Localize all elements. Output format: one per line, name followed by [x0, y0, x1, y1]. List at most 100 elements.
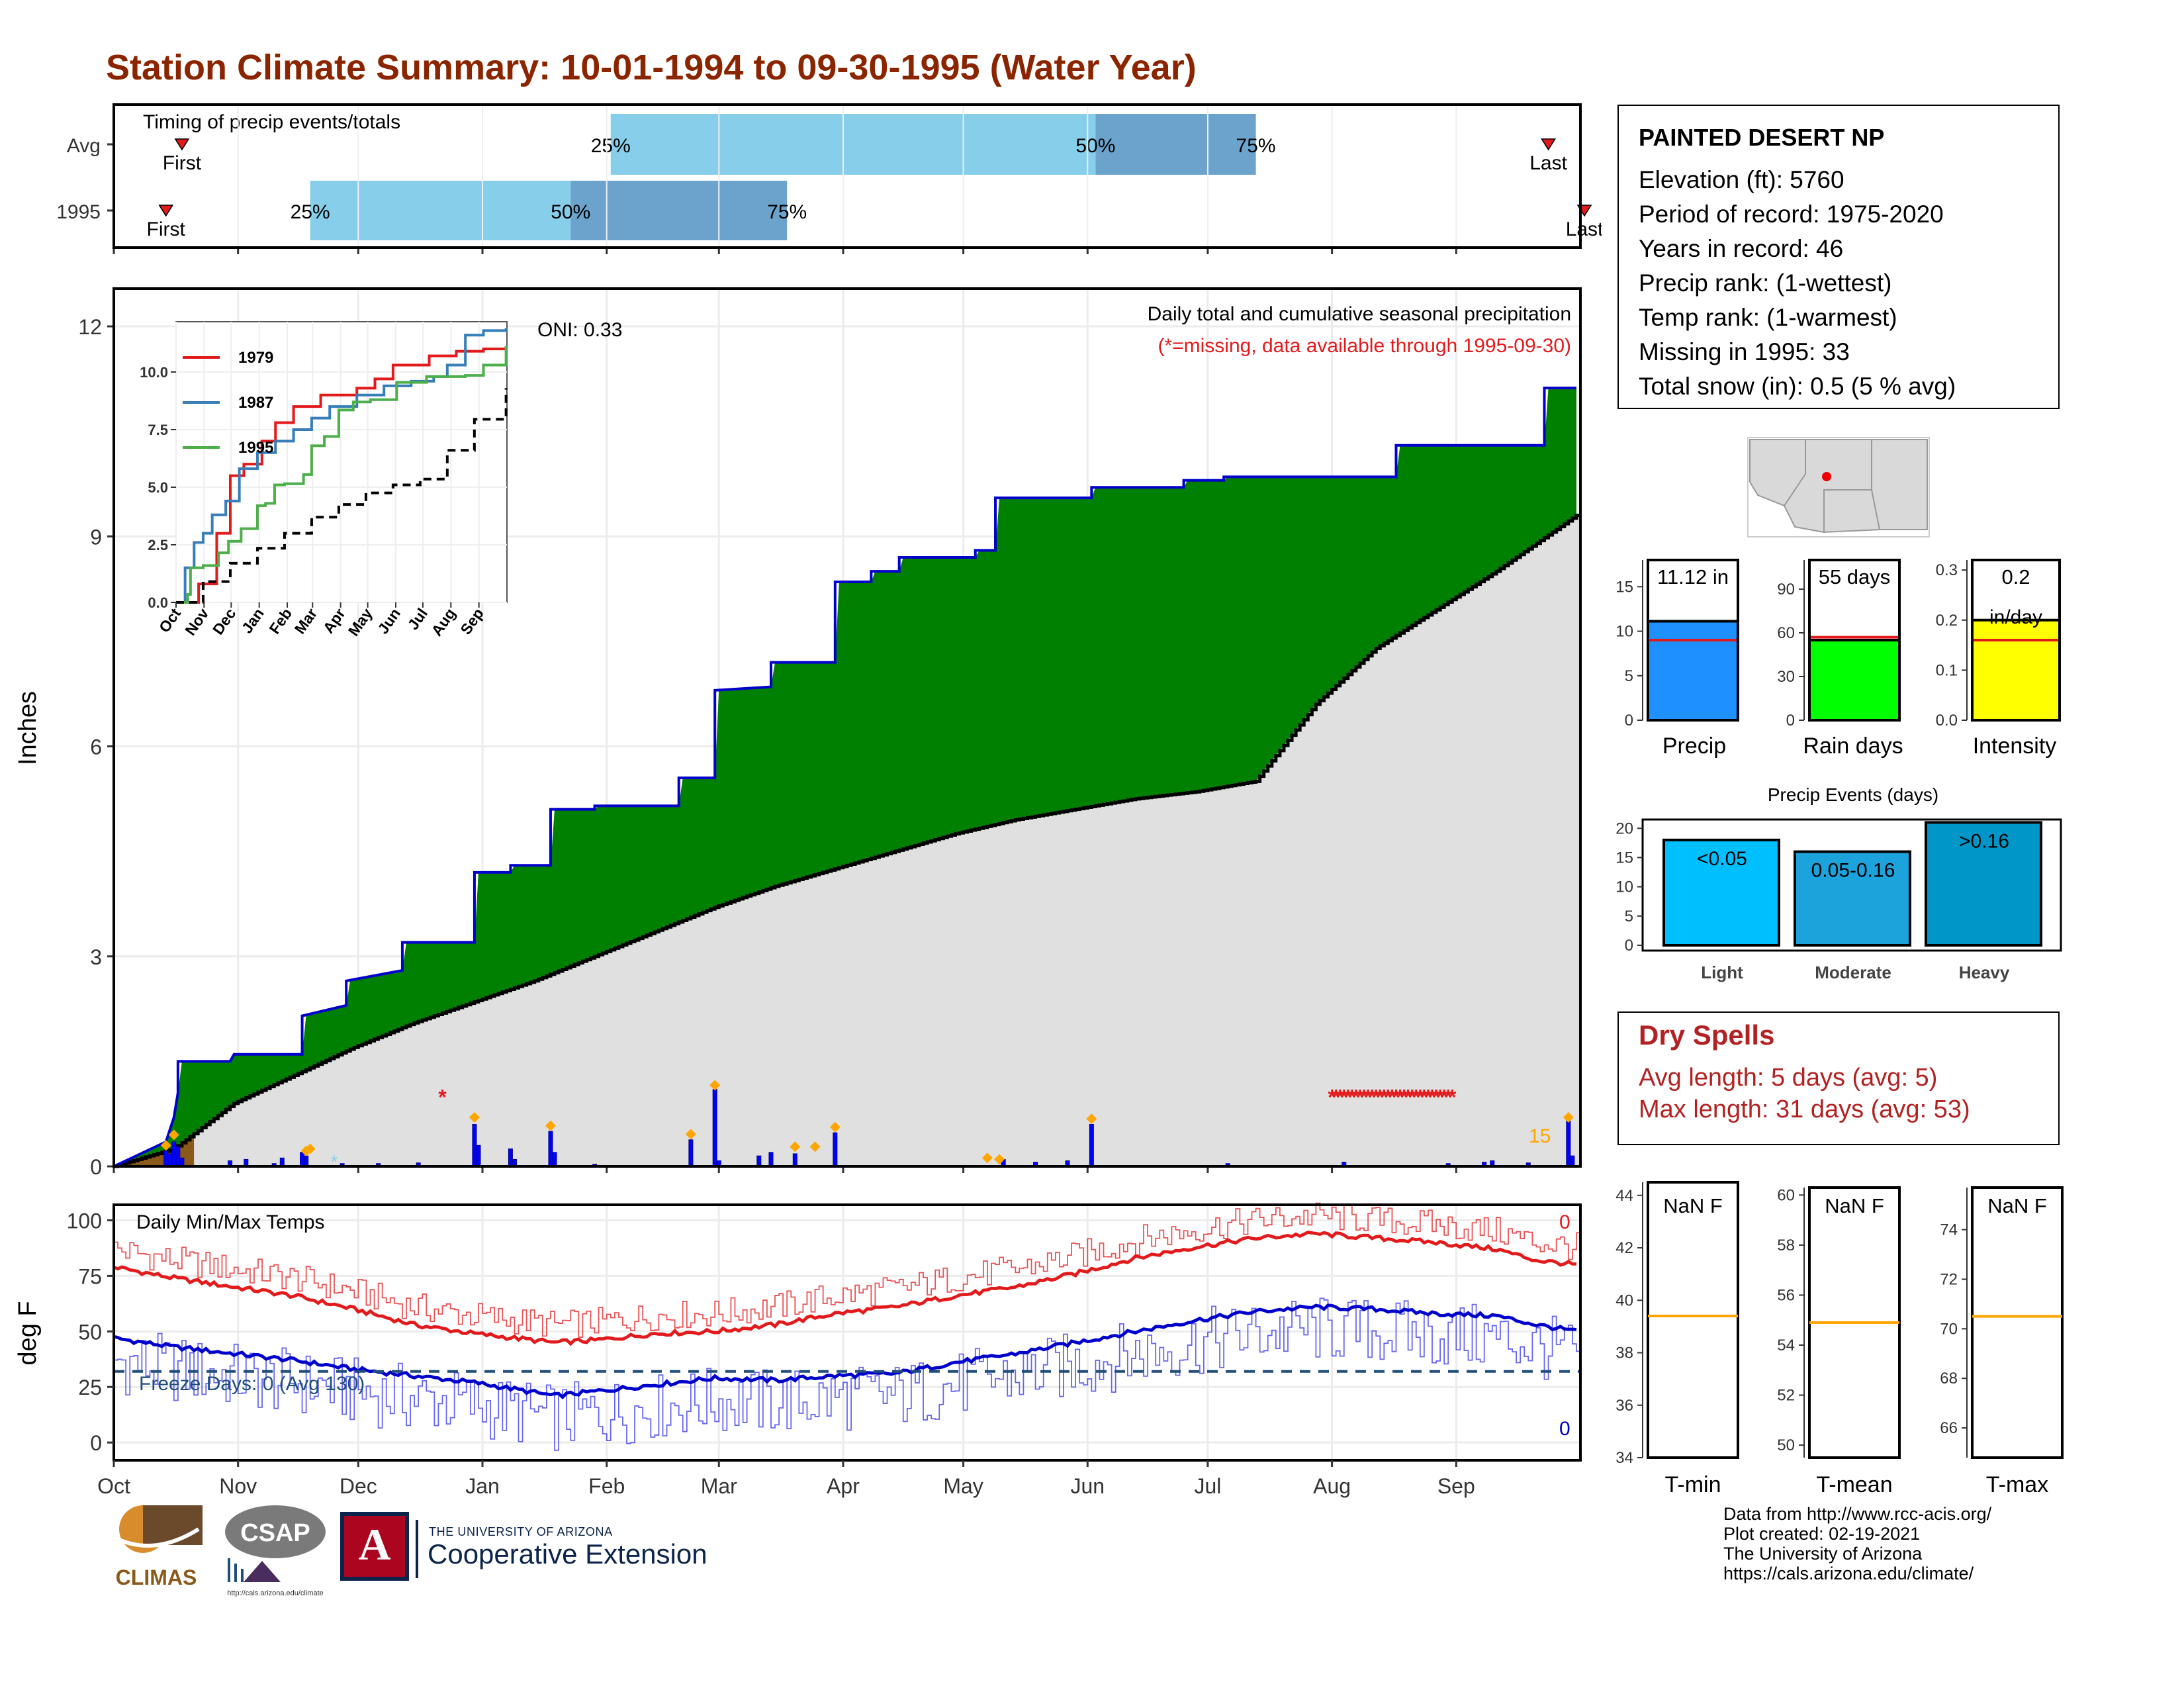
precip-y-tick-label: 15 — [1615, 578, 1633, 596]
precip-y-tick-label: 0 — [1625, 712, 1633, 729]
event-marker — [994, 1154, 1005, 1165]
precip-bar — [1647, 620, 1739, 722]
station-name: PAINTED DESERT NP — [1639, 124, 1885, 151]
temp-bar-y-tick-label: 38 — [1615, 1344, 1633, 1362]
temp-bar-frame — [1971, 1186, 2064, 1459]
event-marker — [981, 1152, 993, 1164]
stat-bars-area: Precip Rain days Intensity 0 5 10 15 11.12 i… — [1615, 559, 2061, 759]
missing-data-marker: * — [1416, 1085, 1425, 1109]
timing-marker — [158, 205, 174, 217]
temp-y-axis-label: deg F — [14, 1301, 42, 1365]
intensity-y-tick-label: 0.0 — [1936, 712, 1958, 729]
timing-bar-50-75 — [570, 181, 788, 240]
temp-x-tick-label: Sep — [1437, 1474, 1475, 1498]
missing-data-marker: * — [1428, 1085, 1437, 1109]
dry-spells-max: Max length: 31 days (avg: 53) — [1639, 1096, 1970, 1124]
footer-line: The University of Arizona — [1723, 1544, 1923, 1564]
missing-data-marker: * — [1392, 1085, 1400, 1109]
precip-events-chart: Precip Events (days) 0 5 10 15 20 <0.05 Light 0… — [1615, 784, 2062, 982]
missing-data-marker: * — [1372, 1085, 1381, 1109]
inset-y-tick-label: 10.0 — [140, 364, 168, 381]
csap-logo: CSAP http://cals.arizona.edu/climate — [225, 1505, 326, 1597]
station-info-line: Missing in 1995: 33 — [1639, 338, 1850, 365]
timing-bar-25-50 — [310, 181, 571, 240]
inset-y-tick-label: 5.0 — [148, 479, 168, 496]
timing-pct-label: 75% — [1236, 135, 1276, 157]
timing-marker-label: Last — [1529, 152, 1567, 174]
temp-bar-y-tick-label: 34 — [1615, 1449, 1633, 1467]
temp-bar-value: NaN F — [1663, 1194, 1723, 1217]
csap-text: CSAP — [240, 1519, 310, 1547]
temp-bar-y-tick-label: 36 — [1615, 1397, 1633, 1415]
daily-precip-bar — [472, 1124, 477, 1167]
event-marker — [709, 1080, 721, 1091]
station-info-box: PAINTED DESERT NP Elevation (ft): 5760 Pe… — [1617, 105, 2060, 409]
missing-data-marker: * — [1444, 1085, 1453, 1109]
inset-y-tick-label: 2.5 — [148, 537, 168, 553]
temp-bar-y-tick-label: 40 — [1615, 1291, 1633, 1309]
events-category-label: Moderate — [1815, 962, 1891, 982]
temp-x-tick-label: Aug — [1313, 1474, 1351, 1498]
daily-precip-bar — [476, 1145, 481, 1167]
intensity-unit-label: in/day — [1989, 606, 2042, 628]
y-tick-label: 6 — [90, 735, 102, 759]
climas-logo: CLIMAS — [116, 1505, 203, 1589]
daily-precip-bar — [163, 1150, 169, 1167]
timing-bar-50-75 — [1095, 114, 1256, 175]
missing-data-marker: * — [1388, 1085, 1396, 1109]
event-marker — [685, 1129, 696, 1140]
timing-border — [113, 103, 1582, 249]
min-exceed-count: 0 — [1559, 1418, 1570, 1440]
temp-y-tick-label: 100 — [67, 1209, 102, 1233]
max-exceed-count: 0 — [1559, 1211, 1570, 1233]
inset-cumulative-chart: 0.02.55.07.510.0197919871995OctNovDecJan… — [140, 321, 508, 639]
station-info-line: Total snow (in): 0.5 (5 % avg) — [1639, 372, 1956, 400]
state-shapes — [1749, 439, 1928, 534]
inset-series-average — [176, 388, 508, 604]
inset-legend-label: 1987 — [238, 394, 273, 412]
freeze-days-label: Freeze Days: 0 (Avg 130) — [139, 1373, 365, 1395]
timing-pct-label: 25% — [591, 135, 631, 157]
events-y-tick-label: 0 — [1625, 937, 1633, 955]
intensity-y-tick-label: 0.3 — [1936, 561, 1958, 579]
intensity-bar-label: Intensity — [1973, 733, 2057, 759]
daily-precip-bar — [175, 1146, 181, 1167]
events-bar-label: 0.05-0.16 — [1811, 860, 1895, 882]
daily-precip-bar — [508, 1149, 513, 1167]
temp-x-tick-label: Feb — [588, 1474, 625, 1498]
missing-data-marker: * — [1328, 1085, 1336, 1109]
ua-main-text: Cooperative Extension — [428, 1540, 707, 1570]
missing-data-marker: * — [1332, 1085, 1340, 1109]
y-tick-label: 12 — [78, 315, 102, 339]
dry-spells-title: Dry Spells — [1639, 1021, 1775, 1051]
temp-bar-y-tick-label: 54 — [1777, 1336, 1795, 1354]
timing-panel: Timing of precip events/totals Avg 1995 … — [56, 103, 1602, 254]
timing-marker-label: First — [147, 218, 186, 240]
missing-data-marker: * — [1384, 1085, 1392, 1109]
station-info-line: Temp rank: (1-warmest) — [1639, 303, 1897, 331]
missing-data-marker: * — [1436, 1085, 1445, 1109]
raindays-frame — [1808, 559, 1901, 722]
timing-marker-label: First — [163, 152, 202, 174]
event-count-label: 15 — [1529, 1125, 1551, 1147]
temp-bar-y-tick-label: 58 — [1777, 1237, 1795, 1254]
cumulative-precip-line — [113, 387, 1576, 1168]
inset-legend-label: 1979 — [238, 349, 273, 367]
missing-data-marker: * — [1432, 1085, 1441, 1109]
temp-x-tick-label: Apr — [827, 1474, 860, 1498]
temperature-panel: Daily Min/Max Temps Freeze Days: 0 (Avg … — [14, 1202, 1582, 1498]
timing-pct-label: 50% — [551, 201, 590, 223]
missing-data-marker: * — [1344, 1085, 1353, 1109]
events-y-tick-label: 20 — [1615, 820, 1633, 837]
missing-data-marker: * — [1396, 1085, 1404, 1109]
daily-precip-bar — [792, 1153, 797, 1167]
intensity-frame — [1971, 559, 2061, 722]
events-y-tick-label: 5 — [1625, 908, 1633, 925]
daily-precip-bar — [300, 1152, 305, 1167]
raindays-y-tick-label: 90 — [1777, 581, 1795, 598]
footer-credits: Data from http://www.rcc-acis.org/ Plot … — [1723, 1504, 1991, 1583]
temp-y-tick-label: 0 — [90, 1431, 102, 1455]
timing-bar-25-50 — [610, 114, 1096, 175]
events-category-label: Heavy — [1959, 962, 2010, 982]
temp-bar-label: T-mean — [1816, 1472, 1892, 1497]
